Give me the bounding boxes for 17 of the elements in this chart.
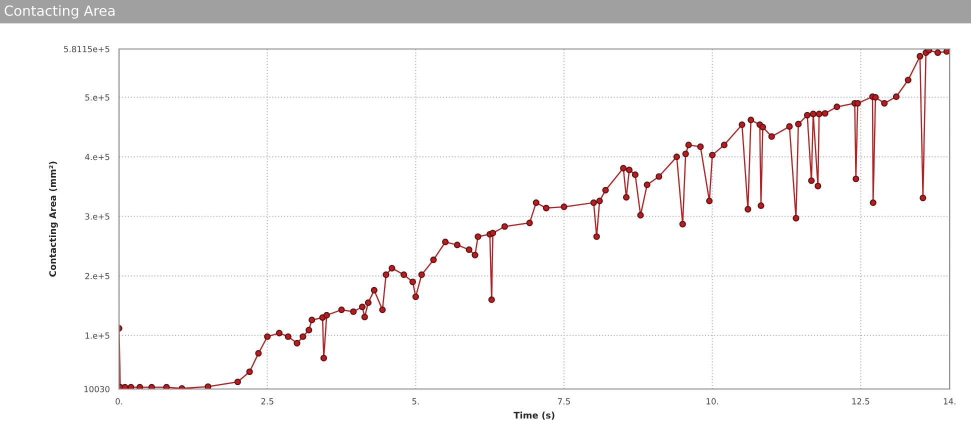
y-tick-label: 5.e+5 bbox=[85, 94, 110, 101]
x-tick-label: 7.5 bbox=[558, 398, 570, 404]
y-tick-label: 1.e+5 bbox=[86, 332, 110, 339]
y-tick-label: 2.e+5 bbox=[85, 272, 110, 280]
y-tick-label: 10030 bbox=[84, 386, 110, 392]
x-tick-label: 2.5 bbox=[261, 398, 274, 404]
y-axis-title: Contacting Area (mm²) bbox=[49, 162, 58, 277]
x-axis-title: Time (s) bbox=[514, 412, 554, 420]
x-tick-label: 14. bbox=[944, 398, 956, 404]
y-tick-label: 4.e+5 bbox=[85, 154, 110, 160]
x-tick-label: 0. bbox=[116, 398, 122, 404]
x-tick-label: 10. bbox=[706, 398, 718, 404]
x-tick-label: 5. bbox=[412, 398, 419, 404]
chart-title: Contacting Area bbox=[4, 5, 115, 19]
y-tick-label: 3.e+5 bbox=[85, 213, 110, 220]
y-tick-label: 5.8115e+5 bbox=[64, 46, 110, 52]
x-tick-label: 12.5 bbox=[852, 398, 870, 404]
